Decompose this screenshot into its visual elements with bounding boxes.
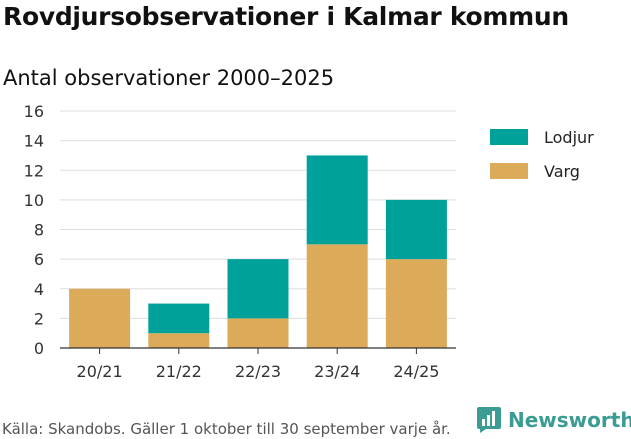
bar-varg-23-24 bbox=[306, 244, 368, 348]
newsworthy-bubble-icon bbox=[477, 407, 501, 433]
y-tick-label-4: 4 bbox=[34, 280, 44, 299]
legend-swatch-lodjur bbox=[490, 129, 528, 145]
bar-varg-24-25 bbox=[385, 259, 447, 348]
source-note: Källa: Skandobs. Gäller 1 oktober till 3… bbox=[2, 420, 451, 438]
y-tick-label-10: 10 bbox=[24, 191, 44, 210]
y-tick-label-0: 0 bbox=[34, 339, 44, 358]
newsworthy-logo: Newsworthy bbox=[476, 406, 631, 434]
bar-lodjur-23-24 bbox=[306, 155, 368, 245]
legend-label-varg: Varg bbox=[544, 162, 580, 181]
bar-varg-20-21 bbox=[69, 288, 131, 348]
legend-swatch-varg bbox=[490, 163, 528, 179]
bar-varg-21-22 bbox=[148, 333, 210, 348]
y-tick-label-14: 14 bbox=[24, 132, 44, 151]
bar-varg-22-23 bbox=[227, 318, 289, 348]
y-tick-label-6: 6 bbox=[34, 250, 44, 269]
bar-lodjur-22-23 bbox=[227, 259, 289, 319]
y-tick-label-12: 12 bbox=[24, 161, 44, 180]
y-tick-label-2: 2 bbox=[34, 309, 44, 328]
y-tick-label-8: 8 bbox=[34, 221, 44, 240]
x-tick-label-24-25: 24/25 bbox=[393, 362, 439, 381]
chart-title: Rovdjursobservationer i Kalmar kommun bbox=[3, 2, 569, 31]
x-tick-label-23-24: 23/24 bbox=[314, 362, 360, 381]
y-tick-label-16: 16 bbox=[24, 102, 44, 121]
brand-name: Newsworthy bbox=[508, 408, 631, 432]
bar-lodjur-21-22 bbox=[148, 303, 210, 334]
chart-subtitle: Antal observationer 2000–2025 bbox=[3, 66, 335, 90]
x-tick-label-20-21: 20/21 bbox=[77, 362, 123, 381]
x-tick-label-21-22: 21/22 bbox=[156, 362, 202, 381]
x-tick-label-22-23: 22/23 bbox=[235, 362, 281, 381]
bar-lodjur-24-25 bbox=[385, 199, 447, 260]
legend-label-lodjur: Lodjur bbox=[544, 128, 594, 147]
